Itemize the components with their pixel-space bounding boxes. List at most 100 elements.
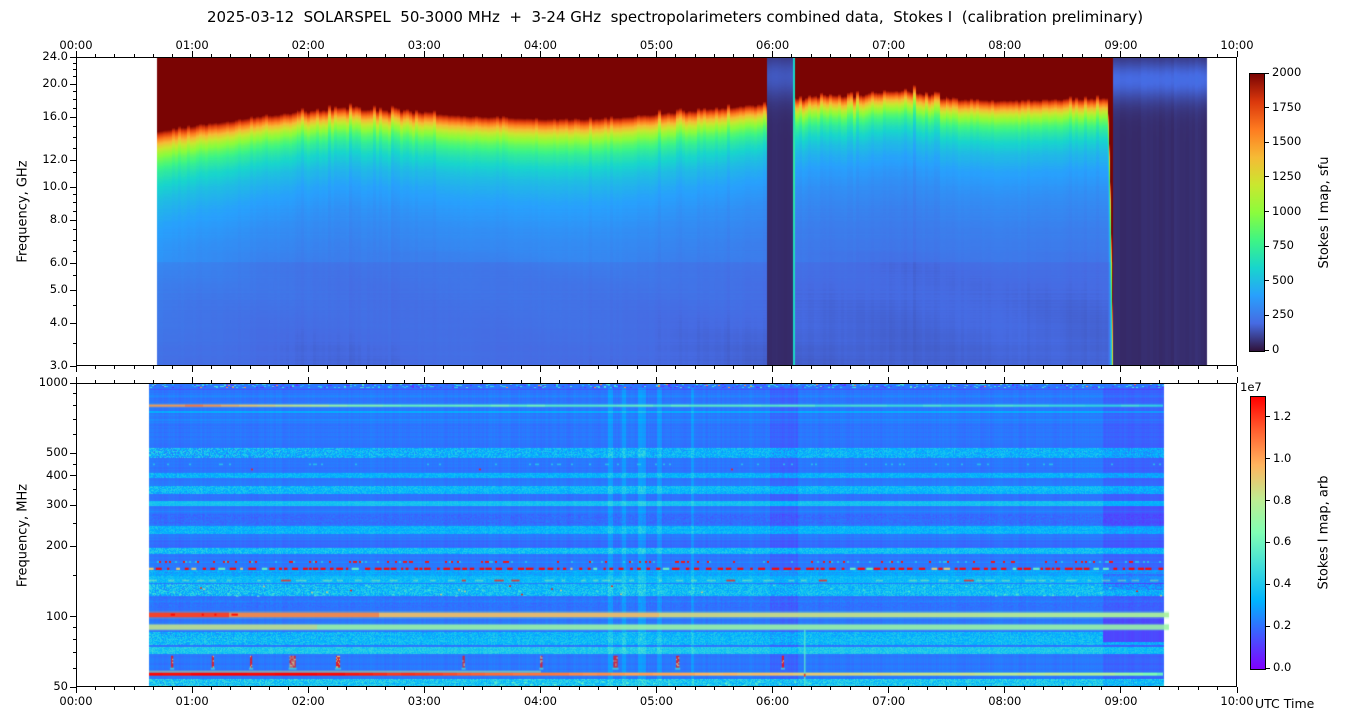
x-minor-tick <box>1023 366 1025 369</box>
x-tick-label: 02:00 <box>291 38 325 52</box>
colorbar-tick-label: 1500 <box>1272 134 1302 149</box>
x-minor-tick <box>269 380 270 383</box>
x-minor-tick <box>501 54 503 57</box>
y-minor-tick <box>73 393 76 395</box>
x-major-tick <box>1120 366 1122 372</box>
x-major-tick <box>1004 51 1006 57</box>
x-minor-tick <box>675 687 677 690</box>
y-tick-label: 50 <box>53 679 68 693</box>
y-major-tick <box>70 262 76 264</box>
x-minor-tick <box>984 54 986 57</box>
colorbar-tick-label: 750 <box>1272 238 1294 253</box>
x-minor-tick <box>752 54 754 57</box>
x-minor-tick <box>1101 687 1103 690</box>
y-tick-label: 16.0 <box>42 109 68 124</box>
y-minor-tick <box>73 99 76 101</box>
x-major-tick <box>307 51 309 57</box>
x-major-tick <box>423 51 425 57</box>
x-minor-tick <box>114 54 116 57</box>
colorbar-tick-label: 2000 <box>1272 65 1302 79</box>
x-minor-tick <box>714 54 716 57</box>
x-minor-tick <box>636 687 638 690</box>
colorbar-tick <box>1266 667 1270 669</box>
x-minor-tick <box>597 380 599 383</box>
x-major-tick <box>539 51 541 57</box>
colorbar-tick-label: 250 <box>1272 307 1294 322</box>
x-minor-tick <box>288 380 290 383</box>
x-minor-tick <box>830 54 832 57</box>
x-minor-tick <box>230 366 232 369</box>
y-major-tick <box>70 289 76 291</box>
x-minor-tick <box>636 54 638 57</box>
top-spectrogram-canvas <box>76 57 1237 366</box>
x-minor-tick <box>984 687 986 690</box>
x-minor-tick <box>288 687 290 690</box>
x-tick-label: 10:00 <box>1220 694 1254 708</box>
x-minor-tick <box>404 687 406 690</box>
x-minor-tick <box>1217 366 1219 369</box>
x-major-tick <box>1236 687 1238 693</box>
colorbar-tick-label: 1.0 <box>1273 450 1292 465</box>
x-major-tick <box>888 687 890 693</box>
x-minor-tick <box>1197 54 1199 57</box>
x-minor-tick <box>385 54 387 57</box>
x-major-tick <box>539 366 541 372</box>
x-minor-tick <box>1062 687 1064 690</box>
x-major-tick <box>772 377 774 383</box>
x-minor-tick <box>520 54 522 57</box>
colorbar-tick <box>1266 458 1270 460</box>
x-minor-tick <box>249 687 251 690</box>
x-minor-tick <box>1043 54 1044 57</box>
x-minor-tick <box>520 380 522 383</box>
x-minor-tick <box>501 687 503 690</box>
x-minor-tick <box>133 366 135 369</box>
x-minor-tick <box>152 687 154 690</box>
x-minor-tick <box>1081 366 1083 369</box>
x-minor-tick <box>385 366 387 369</box>
x-minor-tick <box>675 54 677 57</box>
y-major-tick <box>70 545 76 547</box>
y-tick-label: 6.0 <box>49 255 68 269</box>
x-major-tick <box>656 377 657 383</box>
x-minor-tick <box>810 687 812 690</box>
x-minor-tick <box>694 366 696 369</box>
x-major-tick <box>656 366 657 372</box>
x-minor-tick <box>210 54 212 57</box>
x-minor-tick <box>791 380 793 383</box>
colorbar-tick <box>1265 314 1269 316</box>
y-minor-tick <box>73 136 76 138</box>
y-minor-tick <box>73 638 76 640</box>
x-minor-tick <box>965 54 967 57</box>
x-minor-tick <box>327 380 329 383</box>
y-minor-tick <box>73 342 76 344</box>
x-minor-tick <box>94 366 96 369</box>
x-major-tick <box>1236 377 1238 383</box>
y-minor-tick <box>73 250 76 252</box>
x-minor-tick <box>926 54 928 57</box>
x-tick-label: 03:00 <box>407 694 441 708</box>
x-major-tick <box>75 51 77 57</box>
x-minor-tick <box>133 380 135 383</box>
x-major-tick <box>888 366 890 372</box>
x-minor-tick <box>443 380 445 383</box>
x-minor-tick <box>907 380 909 383</box>
x-minor-tick <box>1062 380 1064 383</box>
x-minor-tick <box>791 54 793 57</box>
x-minor-tick <box>404 366 406 369</box>
x-minor-tick <box>733 380 735 383</box>
x-minor-tick <box>559 54 561 57</box>
x-tick-label: 05:00 <box>639 694 674 708</box>
x-minor-tick <box>559 380 561 383</box>
x-minor-tick <box>752 366 754 369</box>
x-minor-tick <box>694 687 696 690</box>
x-minor-tick <box>1139 380 1141 383</box>
x-major-tick <box>772 687 774 693</box>
x-minor-tick <box>114 366 116 369</box>
x-minor-tick <box>210 366 212 369</box>
y-tick-label: 24.0 <box>42 49 68 63</box>
x-minor-tick <box>559 687 561 690</box>
y-minor-tick <box>73 626 76 628</box>
x-major-tick <box>423 377 425 383</box>
y-minor-tick <box>73 434 76 436</box>
colorbar-tick-label: 1750 <box>1272 99 1302 114</box>
